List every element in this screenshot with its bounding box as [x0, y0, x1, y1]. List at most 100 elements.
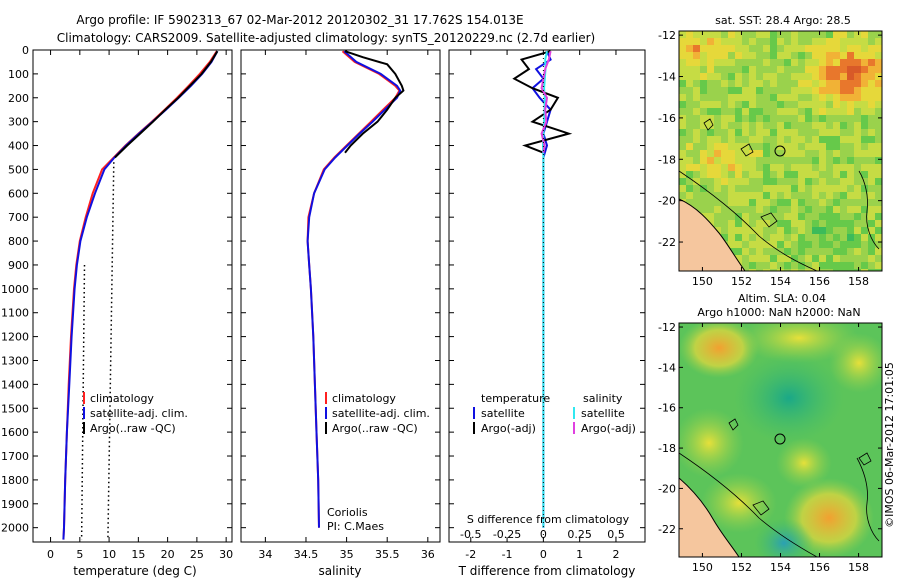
sst-cell [833, 31, 840, 38]
sst-cell [770, 150, 777, 157]
sst-cell [707, 45, 714, 52]
sst-cell [819, 31, 826, 38]
sst-cell [735, 38, 742, 45]
sst-cell [700, 73, 707, 80]
sst-cell [749, 192, 756, 199]
sst-cell [756, 199, 763, 206]
sst-cell [875, 66, 882, 73]
sst-cell [840, 101, 847, 108]
sst-cell [742, 262, 749, 269]
sst-cell [714, 38, 721, 45]
sst-cell [749, 136, 756, 143]
sst-cell [749, 171, 756, 178]
sst-cell [742, 178, 749, 185]
sst-cell [840, 52, 847, 59]
y-tick-label: 1200 [1, 331, 29, 344]
sst-cell [777, 227, 784, 234]
sst-cell [686, 52, 693, 59]
sst-cell [861, 108, 868, 115]
sst-cell [833, 255, 840, 262]
sst-cell [721, 178, 728, 185]
sst-cell [777, 192, 784, 199]
sst-cell [833, 108, 840, 115]
sst-cell [805, 45, 812, 52]
sst-cell [756, 66, 763, 73]
sst-cell [777, 129, 784, 136]
t-difference-x-axis: -2 -1 0 1 2 [449, 49, 645, 561]
sst-cell [861, 206, 868, 213]
sst-cell [735, 115, 742, 122]
map-x-tick-label: 152 [731, 275, 752, 288]
sst-cell [840, 178, 847, 185]
sst-cell [749, 185, 756, 192]
sst-cell [847, 171, 854, 178]
sst-cell [875, 150, 882, 157]
sst-cell [791, 234, 798, 241]
sst-cell [777, 262, 784, 269]
sst-cell [847, 94, 854, 101]
sst-cell [847, 269, 854, 271]
sst-cell [693, 171, 700, 178]
sst-cell [840, 234, 847, 241]
sst-cell [826, 94, 833, 101]
sst-cell [833, 129, 840, 136]
sst-cell [791, 45, 798, 52]
sst-cell [784, 101, 791, 108]
sst-cell [686, 59, 693, 66]
sst-cell [693, 52, 700, 59]
sst-cell [805, 185, 812, 192]
sst-cell [840, 143, 847, 150]
coast-landmass [679, 198, 746, 271]
sst-cell [861, 269, 868, 271]
sst-cell [749, 66, 756, 73]
sst-cell [812, 108, 819, 115]
sst-cell [847, 213, 854, 220]
sst-cell [875, 108, 882, 115]
sst-cell [798, 157, 805, 164]
argo-position-marker [774, 433, 786, 445]
sst-cell [707, 143, 714, 150]
sst-cell [721, 87, 728, 94]
sst-cell [756, 31, 763, 38]
sst-cell [819, 108, 826, 115]
sst-cell [763, 66, 770, 73]
sst-cell [875, 38, 882, 45]
sst-cell [777, 108, 784, 115]
sst-cell [868, 262, 875, 269]
sst-cell [735, 52, 742, 59]
sst-cell [840, 73, 847, 80]
sst-cell [721, 234, 728, 241]
sst-cell [728, 185, 735, 192]
sst-cell [749, 94, 756, 101]
sst-cell [728, 122, 735, 129]
sst-cell [819, 122, 826, 129]
sst-cell [798, 220, 805, 227]
sst-cell [791, 52, 798, 59]
sst-cell [854, 66, 861, 73]
sst-cell [735, 234, 742, 241]
sst-cell [868, 73, 875, 80]
sst-cell [707, 178, 714, 185]
sst-cell [693, 66, 700, 73]
sst-cell [819, 45, 826, 52]
sst-cell [861, 101, 868, 108]
sst-cell [679, 164, 686, 171]
sst-cell [812, 80, 819, 87]
sst-cell [875, 255, 882, 262]
sst-cell [875, 136, 882, 143]
sst-cell [721, 199, 728, 206]
sst-cell [798, 199, 805, 206]
sst-cell [805, 206, 812, 213]
y-tick-label: 1300 [1, 354, 29, 367]
sst-cell [714, 94, 721, 101]
depth-axis: 0 100 200 300 400 500 600 700 800 900 1000 1100 1200… [1, 44, 29, 535]
sst-cell [749, 213, 756, 220]
sst-cell [819, 52, 826, 59]
sst-cell [840, 94, 847, 101]
sst-cell [728, 59, 735, 66]
sst-cell [791, 206, 798, 213]
map-y-tick-label: -12 [658, 321, 676, 334]
sst-cell [728, 80, 735, 87]
sst-cell [770, 248, 777, 255]
sst-cell [784, 52, 791, 59]
